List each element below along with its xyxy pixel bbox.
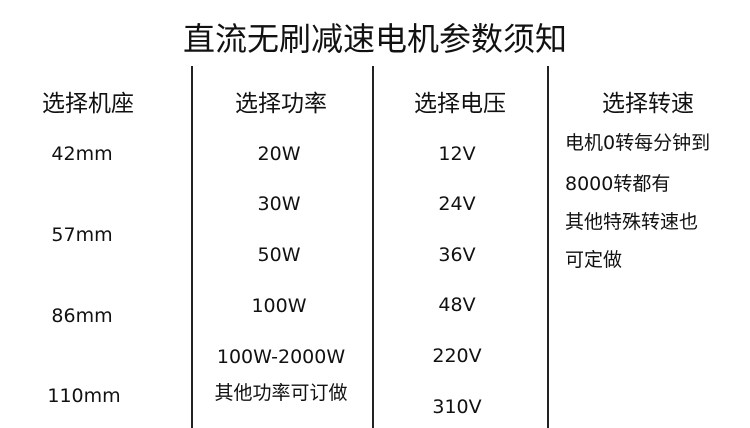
voltage-item: 36V	[438, 244, 476, 266]
power-item: 其他功率可订做	[214, 382, 348, 404]
frame-size-item: 110mm	[47, 385, 121, 407]
power-item: 20W	[257, 143, 301, 165]
frame-size-item: 86mm	[51, 305, 113, 327]
power-item: 50W	[257, 244, 301, 266]
header-frame-size: 选择机座	[42, 91, 134, 117]
column-divider	[547, 66, 549, 428]
speed-note-line: 8000转都有	[565, 173, 671, 195]
power-item: 30W	[257, 193, 301, 215]
voltage-item: 12V	[438, 143, 476, 165]
voltage-item: 220V	[432, 345, 482, 367]
voltage-item: 48V	[438, 294, 476, 316]
voltage-item: 310V	[432, 396, 482, 418]
header-power: 选择功率	[235, 91, 327, 117]
power-item: 100W	[251, 295, 307, 317]
page-title: 直流无刷减速电机参数须知	[182, 20, 567, 58]
speed-note-line: 电机0转每分钟到	[565, 132, 711, 154]
speed-note-line: 可定做	[565, 249, 623, 271]
header-speed: 选择转速	[602, 91, 694, 117]
frame-size-item: 57mm	[51, 224, 113, 246]
header-voltage: 选择电压	[414, 91, 506, 117]
speed-note-line: 其他特殊转速也	[565, 211, 699, 233]
frame-size-item: 42mm	[51, 143, 113, 165]
column-divider	[372, 66, 374, 428]
column-divider	[191, 66, 193, 428]
voltage-item: 24V	[438, 193, 476, 215]
power-item: 100W-2000W	[216, 346, 346, 368]
